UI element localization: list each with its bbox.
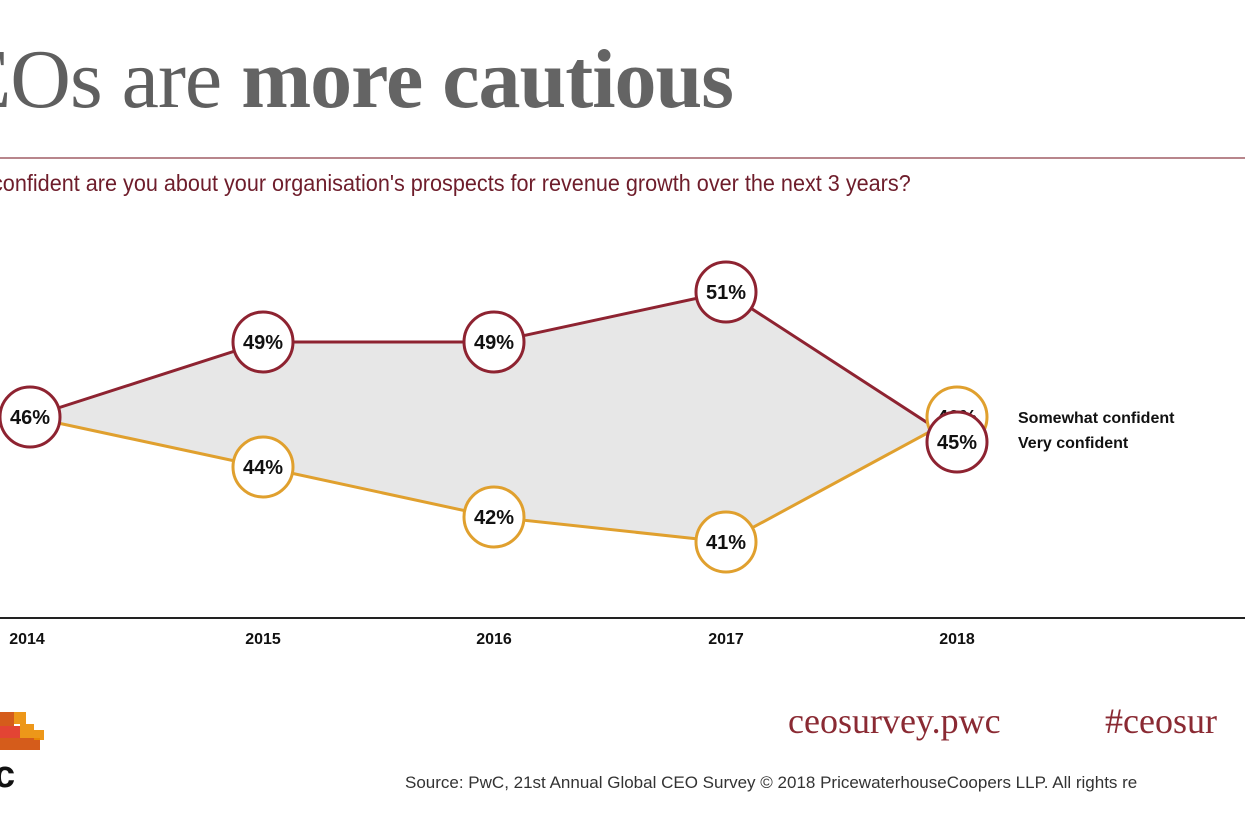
very-confident-label-2018: 45% (937, 432, 977, 454)
somewhat-confident-label-2017: 41% (706, 532, 746, 554)
pwc-logo-block-0 (0, 712, 14, 726)
very-confident-point-2014 (0, 385, 62, 449)
somewhat-confident-label-2016: 42% (474, 507, 514, 529)
title-divider (0, 157, 1245, 159)
legend-very-confident: Very confident (1018, 435, 1129, 452)
very-confident-point-2018 (925, 410, 989, 474)
survey-url: ceosurvey.pwc (788, 701, 1001, 741)
very-confident-label-2014: 46% (10, 407, 50, 429)
survey-question: confident are you about your organisatio… (0, 170, 911, 196)
pwc-logo-block-1 (14, 712, 26, 724)
very-confident-label-2016: 49% (474, 332, 514, 354)
pwc-logo-block-2 (0, 726, 20, 738)
very-confident-point-2015 (231, 310, 295, 374)
pwc-logo-block-5 (34, 730, 44, 740)
pwc-logo-block-4 (0, 738, 40, 750)
x-tick-2017: 2017 (708, 631, 744, 648)
source-note: Source: PwC, 21st Annual Global CEO Surv… (405, 773, 1138, 792)
somewhat-confident-point-2017 (694, 510, 758, 574)
pwc-logo-text: c (0, 754, 16, 796)
very-confident-label-2017: 51% (706, 282, 746, 304)
somewhat-confident-point-2015 (231, 435, 295, 499)
somewhat-confident-point-2016 (462, 485, 526, 549)
x-tick-2018: 2018 (939, 631, 975, 648)
x-tick-2014: 2014 (9, 631, 45, 648)
chart-title: EOs are more cautious (0, 38, 734, 122)
somewhat-confident-label-2015: 44% (243, 457, 283, 479)
very-confident-point-2017 (694, 260, 758, 324)
very-confident-label-2015: 49% (243, 332, 283, 354)
title-light: EOs are (0, 33, 222, 126)
legend-somewhat-confident: Somewhat confident (1018, 410, 1175, 427)
title-bold: more cautious (241, 33, 734, 126)
very-confident-point-2016 (462, 310, 526, 374)
x-tick-2016: 2016 (476, 631, 512, 648)
x-tick-2015: 2015 (245, 631, 281, 648)
pwc-logo-block-3 (20, 724, 34, 738)
survey-hashtag: #ceosur (1105, 701, 1217, 741)
